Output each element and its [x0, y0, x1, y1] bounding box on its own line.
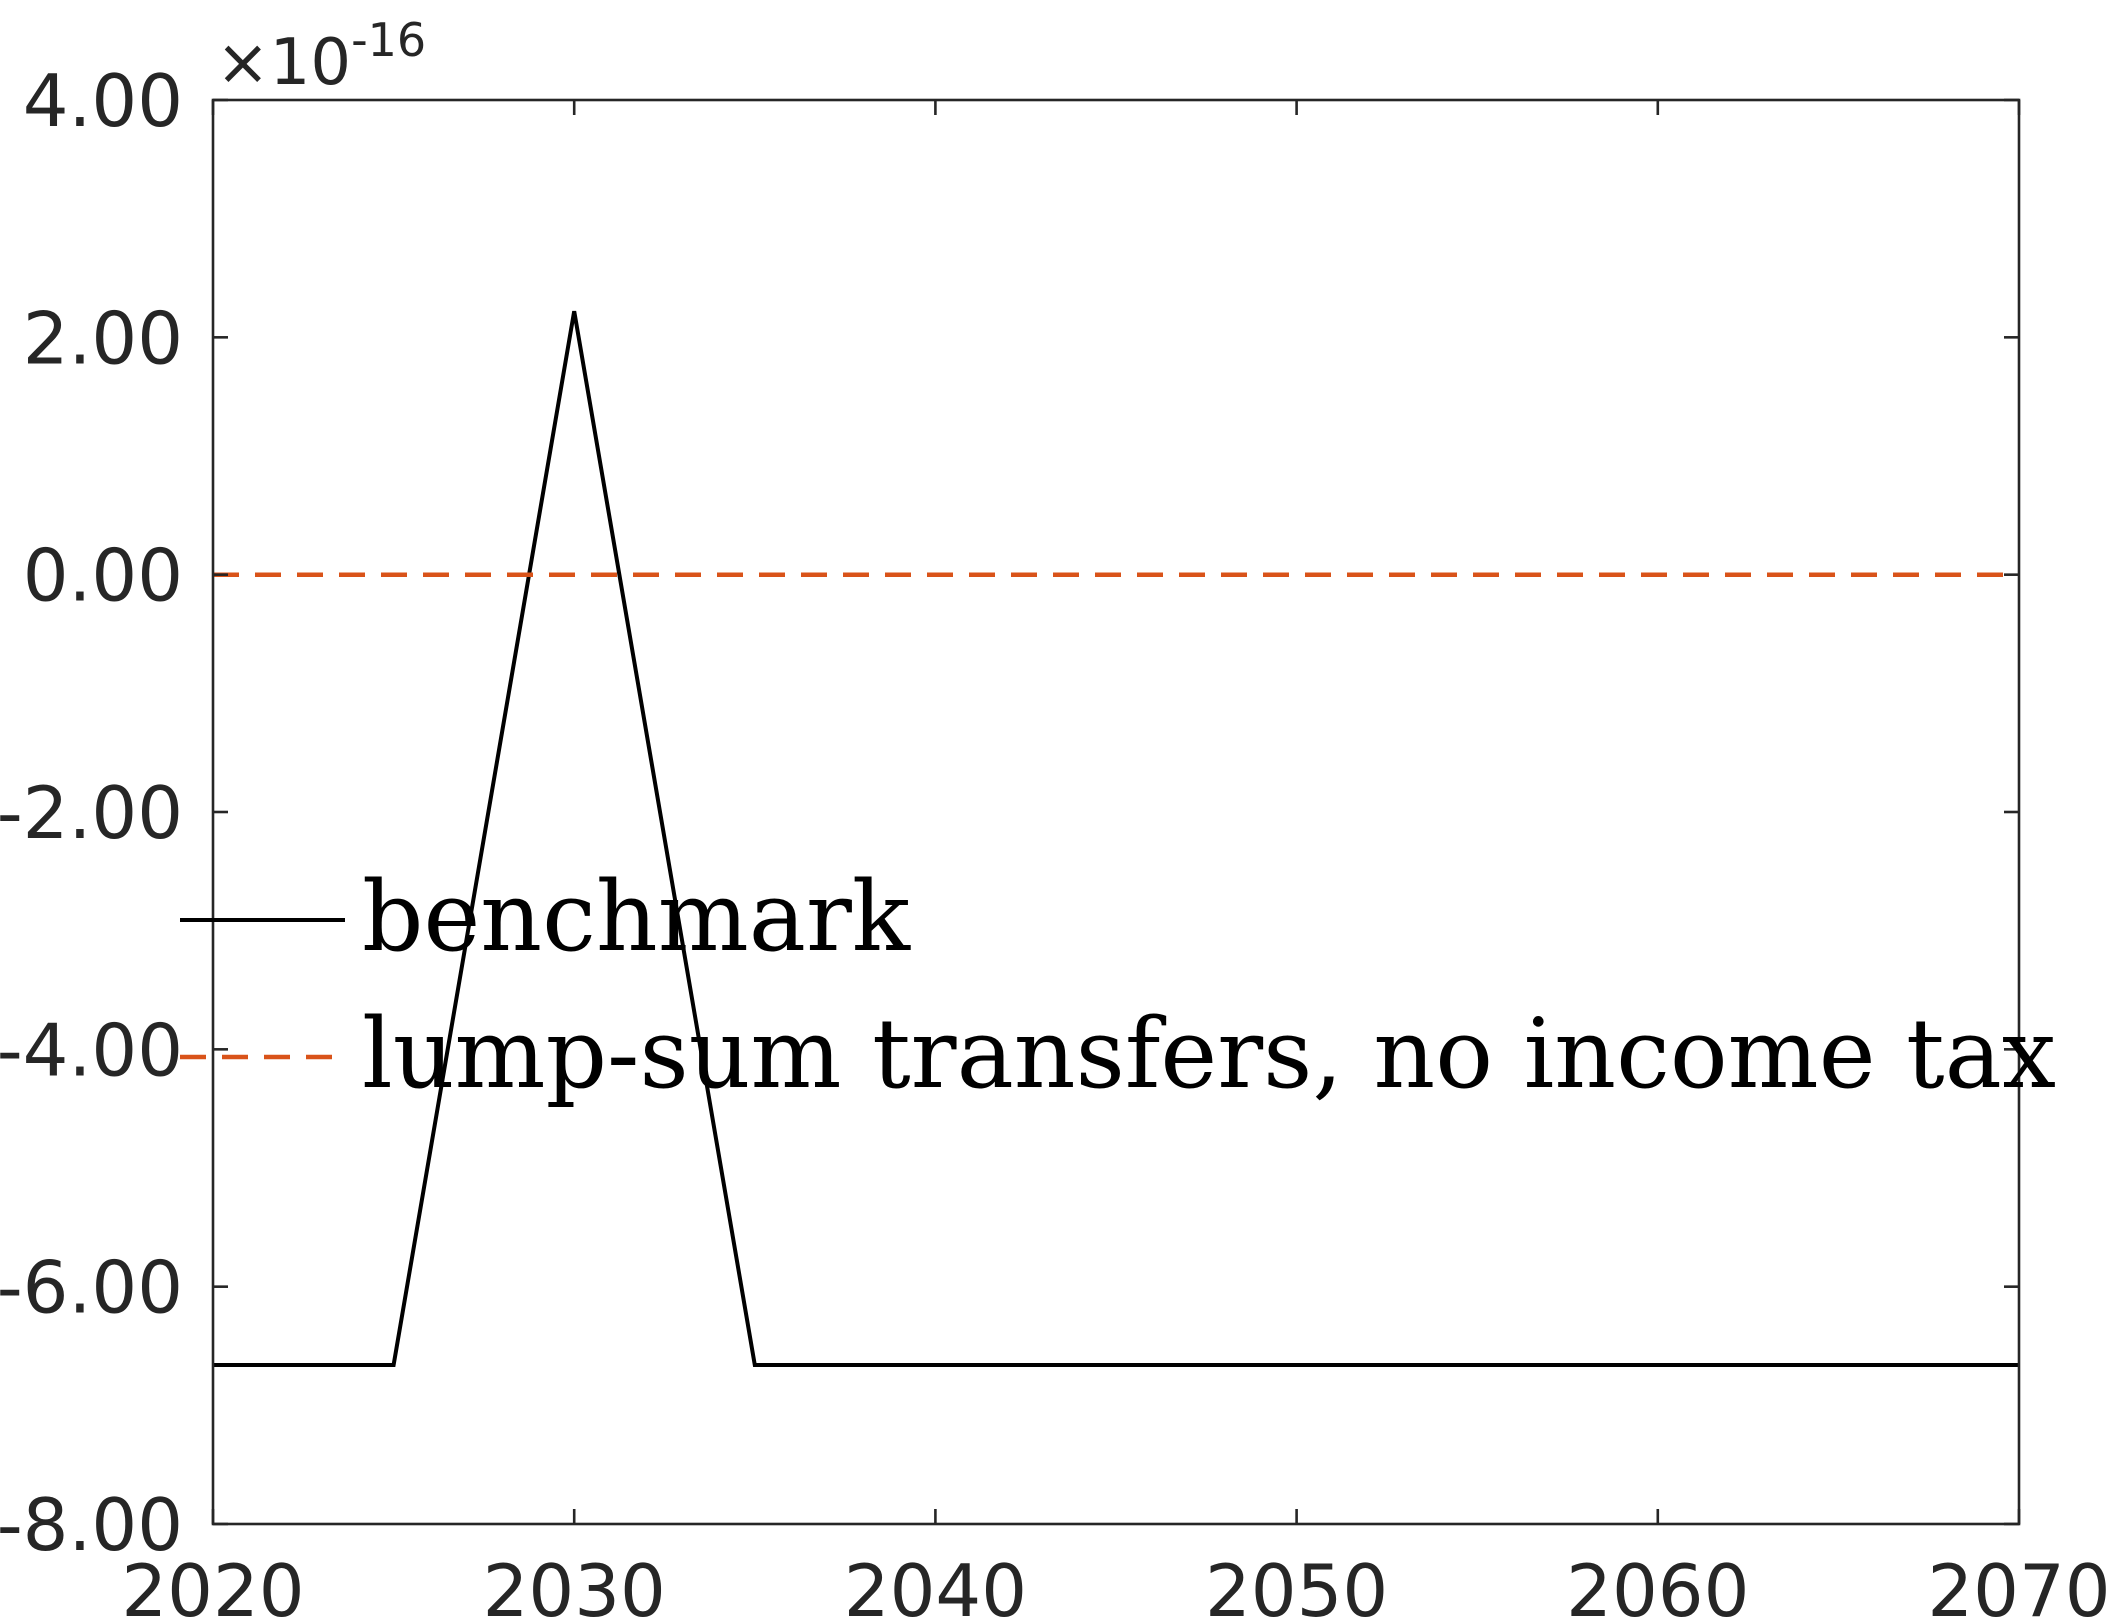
series-layer	[213, 310, 2019, 1367]
y-axis-exponent: ×10-16	[216, 13, 426, 100]
x-tick-label: 2050	[1205, 1549, 1388, 1622]
x-tick-label: 2040	[844, 1549, 1027, 1622]
legend-label-1: benchmark	[362, 861, 911, 973]
y-tick-label: 0.00	[23, 534, 183, 618]
y-tick-label: -2.00	[0, 771, 183, 855]
x-tick-label: 2070	[1927, 1549, 2109, 1622]
x-tick-label: 2060	[1566, 1549, 1749, 1622]
y-tick-label: -8.00	[0, 1483, 183, 1567]
legend-label-2: lump-sum transfers, no income tax	[362, 998, 2056, 1110]
x-tick-label: 2030	[483, 1549, 666, 1622]
x-tick-label: 2020	[121, 1549, 304, 1622]
y-tick-label: 4.00	[23, 59, 183, 143]
y-tick-label: -6.00	[0, 1246, 183, 1330]
legend: benchmark lump-sum transfers, no income t…	[180, 861, 2056, 1110]
y-tick-label: 2.00	[23, 296, 183, 380]
y-axis-tick-labels: 4.00 2.00 0.00 -2.00 -4.00 -6.00 -8.00	[0, 59, 183, 1567]
y-axis-exponent-power: -16	[351, 13, 426, 67]
x-axis-tick-labels: 2020 2030 2040 2050 2060 2070	[121, 1549, 2109, 1622]
y-tick-label: -4.00	[0, 1008, 183, 1092]
y-axis-exponent-prefix: ×10	[216, 26, 351, 100]
series-line-1	[213, 310, 2019, 1367]
ticks-layer	[211, 98, 2021, 1526]
